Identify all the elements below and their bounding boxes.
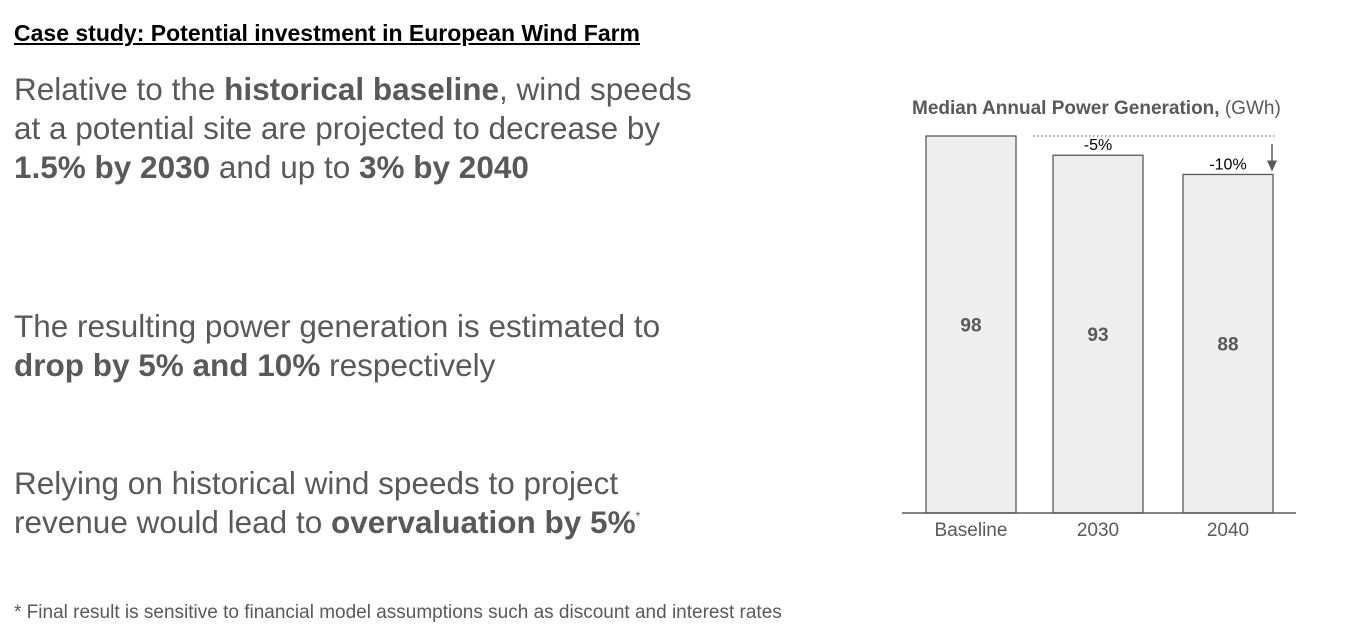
category-label: Baseline [935,520,1008,541]
paragraph-wind-speeds: Relative to the historical baseline, win… [14,70,704,187]
p3-text-1: Relying on historical wind speeds to pro… [14,465,619,540]
bar-value-label: 98 [960,316,981,337]
decline-arrow-head [1267,160,1277,172]
paragraph-power-generation: The resulting power generation is estima… [14,307,734,385]
bar-value-label: 88 [1217,335,1238,356]
p1-bold-2: 1.5% by 2030 [14,149,211,185]
chart-bars: 98 Baseline 93 2030 -5% 88 2040 -10% [902,135,1296,541]
p2-bold-1: drop by 5% and 10% [14,347,321,383]
bar-baseline [925,135,1017,514]
p3-bold-1: overvaluation by 5% [330,504,636,540]
change-label: -5% [1084,137,1112,154]
chart-title-main: Median Annual Power Generation, [912,98,1220,119]
chart-title-unit: (GWh) [1220,98,1281,119]
p1-bold-3: 3% by 2040 [359,149,529,185]
category-label: 2030 [1077,520,1119,541]
footnote: * Final result is sensitive to financial… [14,602,782,623]
paragraph-overvaluation: Relying on historical wind speeds to pro… [14,464,734,542]
p1-text-3: and up to [210,149,360,185]
category-label: 2040 [1207,520,1249,541]
p1-text-1: Relative to the [14,71,225,107]
bar-2030 [1052,154,1144,514]
p1-bold-1: historical baseline [224,71,499,107]
chart-title: Median Annual Power Generation, (GWh) [912,98,1281,119]
p2-text-2: respectively [320,347,496,383]
p1-text-2: , wind speeds at a potential site are pr… [14,71,692,146]
bar-value-label: 93 [1087,325,1108,346]
p2-text-1: The resulting power generation is estima… [14,308,661,344]
slide-title: Case study: Potential investment in Euro… [14,20,641,46]
power-generation-chart: Median Annual Power Generation, (GWh) 98… [902,98,1296,541]
footnote-marker: * [635,509,641,523]
bar-2040 [1182,173,1274,514]
change-label: -10% [1209,156,1246,173]
